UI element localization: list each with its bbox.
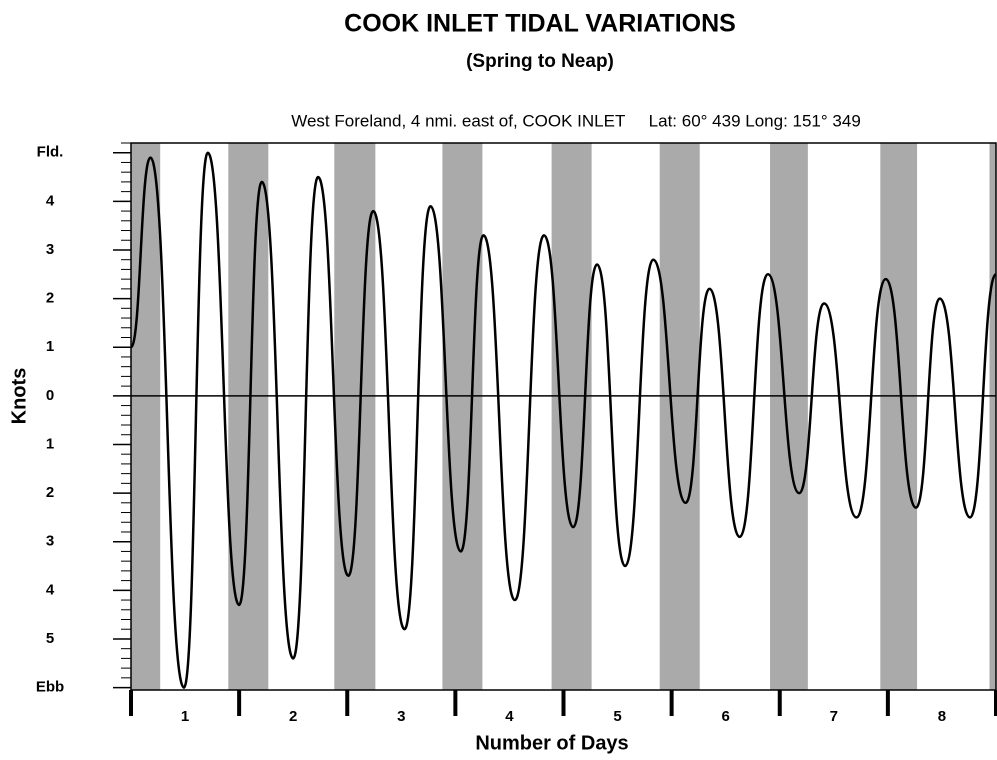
chart-subtitle: (Spring to Neap) <box>466 51 614 72</box>
x-tick-label: 7 <box>830 708 838 725</box>
y-tick-label: 4 <box>46 581 55 598</box>
shaded-band <box>551 143 592 690</box>
y-tick-label: 4 <box>46 192 55 209</box>
y-tick-label: 2 <box>46 484 54 501</box>
shaded-band <box>228 143 269 690</box>
shaded-band <box>770 143 808 690</box>
y-tick-label: 3 <box>46 533 54 550</box>
y-tick-label: 3 <box>46 241 54 258</box>
y-tick-label: 0 <box>46 387 54 404</box>
tide-line <box>129 151 997 689</box>
y-tick-label: 1 <box>46 338 54 355</box>
chart-title: COOK INLET TIDAL VARIATIONS <box>344 10 736 38</box>
x-axis-label: Number of Days <box>475 732 628 754</box>
shaded-band <box>659 143 700 690</box>
x-tick-label: 2 <box>289 708 297 725</box>
x-tick-label: 4 <box>505 708 514 725</box>
x-tick-label: 1 <box>181 708 189 725</box>
shaded-band <box>442 143 483 690</box>
shaded-band <box>989 143 996 690</box>
y-tick-label: 5 <box>46 630 54 647</box>
x-tick-label: 3 <box>397 708 405 725</box>
x-tick-label: 6 <box>722 708 730 725</box>
y-axis-label: Knots <box>8 368 30 425</box>
shaded-band <box>880 143 918 690</box>
shaded-band <box>131 143 161 690</box>
y-tick-label: Ebb <box>36 679 64 696</box>
annotation: West Foreland, 4 nmi. east of, COOK INLE… <box>291 111 861 130</box>
x-tick-label: 5 <box>613 708 621 725</box>
x-tick-label: 8 <box>938 708 946 725</box>
y-tick-label: Fld. <box>37 144 64 161</box>
y-tick-label: 2 <box>46 290 54 307</box>
y-tick-label: 1 <box>46 435 54 452</box>
